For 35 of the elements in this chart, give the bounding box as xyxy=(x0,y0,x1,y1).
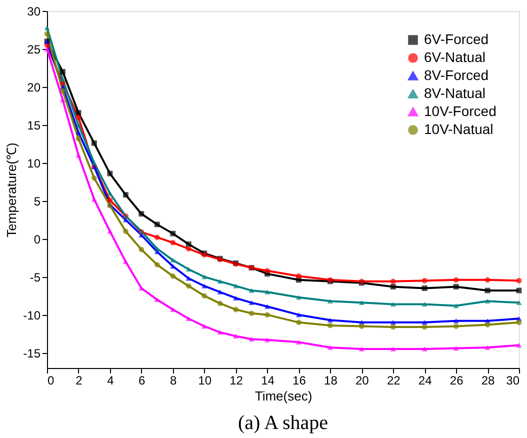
x-tick-label: 0 xyxy=(48,374,54,388)
y-tick-label: 15 xyxy=(27,118,41,132)
y-tick-label: 5 xyxy=(34,194,41,208)
legend-label: 6V-Natual xyxy=(424,49,486,65)
x-tick-label: 24 xyxy=(418,374,432,388)
x-tick-label: 14 xyxy=(261,374,275,388)
x-tick-label: 22 xyxy=(386,374,401,388)
x-tick-label: 18 xyxy=(324,374,338,388)
x-axis-title: Time(sec) xyxy=(254,388,312,404)
legend-label: 6V-Forced xyxy=(424,31,489,47)
y-tick-label: -10 xyxy=(23,308,41,322)
text: (a) A shape xyxy=(238,412,328,434)
legend-label: 8V-Natual xyxy=(424,85,486,101)
legend-label: 10V-Natual xyxy=(424,121,494,137)
x-tick-label: 8 xyxy=(170,374,178,388)
y-axis-title: Temperature(℃) xyxy=(4,142,20,238)
x-tick-label: 28 xyxy=(481,374,496,388)
x-tick-label: 16 xyxy=(292,374,306,388)
y-tick-label: 20 xyxy=(27,80,41,94)
x-tick-label: 10 xyxy=(198,374,212,388)
legend-label: 8V-Forced xyxy=(424,67,489,83)
y-tick-label: -15 xyxy=(23,346,41,360)
y-tick-label: 10 xyxy=(27,156,41,170)
x-tick-label: 6 xyxy=(138,374,146,388)
x-tick-label: 20 xyxy=(355,374,370,388)
y-tick-label: 30 xyxy=(27,4,41,18)
y-tick-label: 0 xyxy=(34,232,41,246)
y-tick-label: 25 xyxy=(27,42,41,56)
legend-label: 10V-Forced xyxy=(424,103,496,119)
x-tick-label: 4 xyxy=(107,374,114,388)
y-tick-label: -5 xyxy=(30,270,41,284)
x-tick-label: 2 xyxy=(76,374,83,388)
x-tick-label: 30 xyxy=(506,374,520,388)
x-tick-label: 26 xyxy=(450,374,464,388)
x-tick-label: 12 xyxy=(230,374,244,388)
